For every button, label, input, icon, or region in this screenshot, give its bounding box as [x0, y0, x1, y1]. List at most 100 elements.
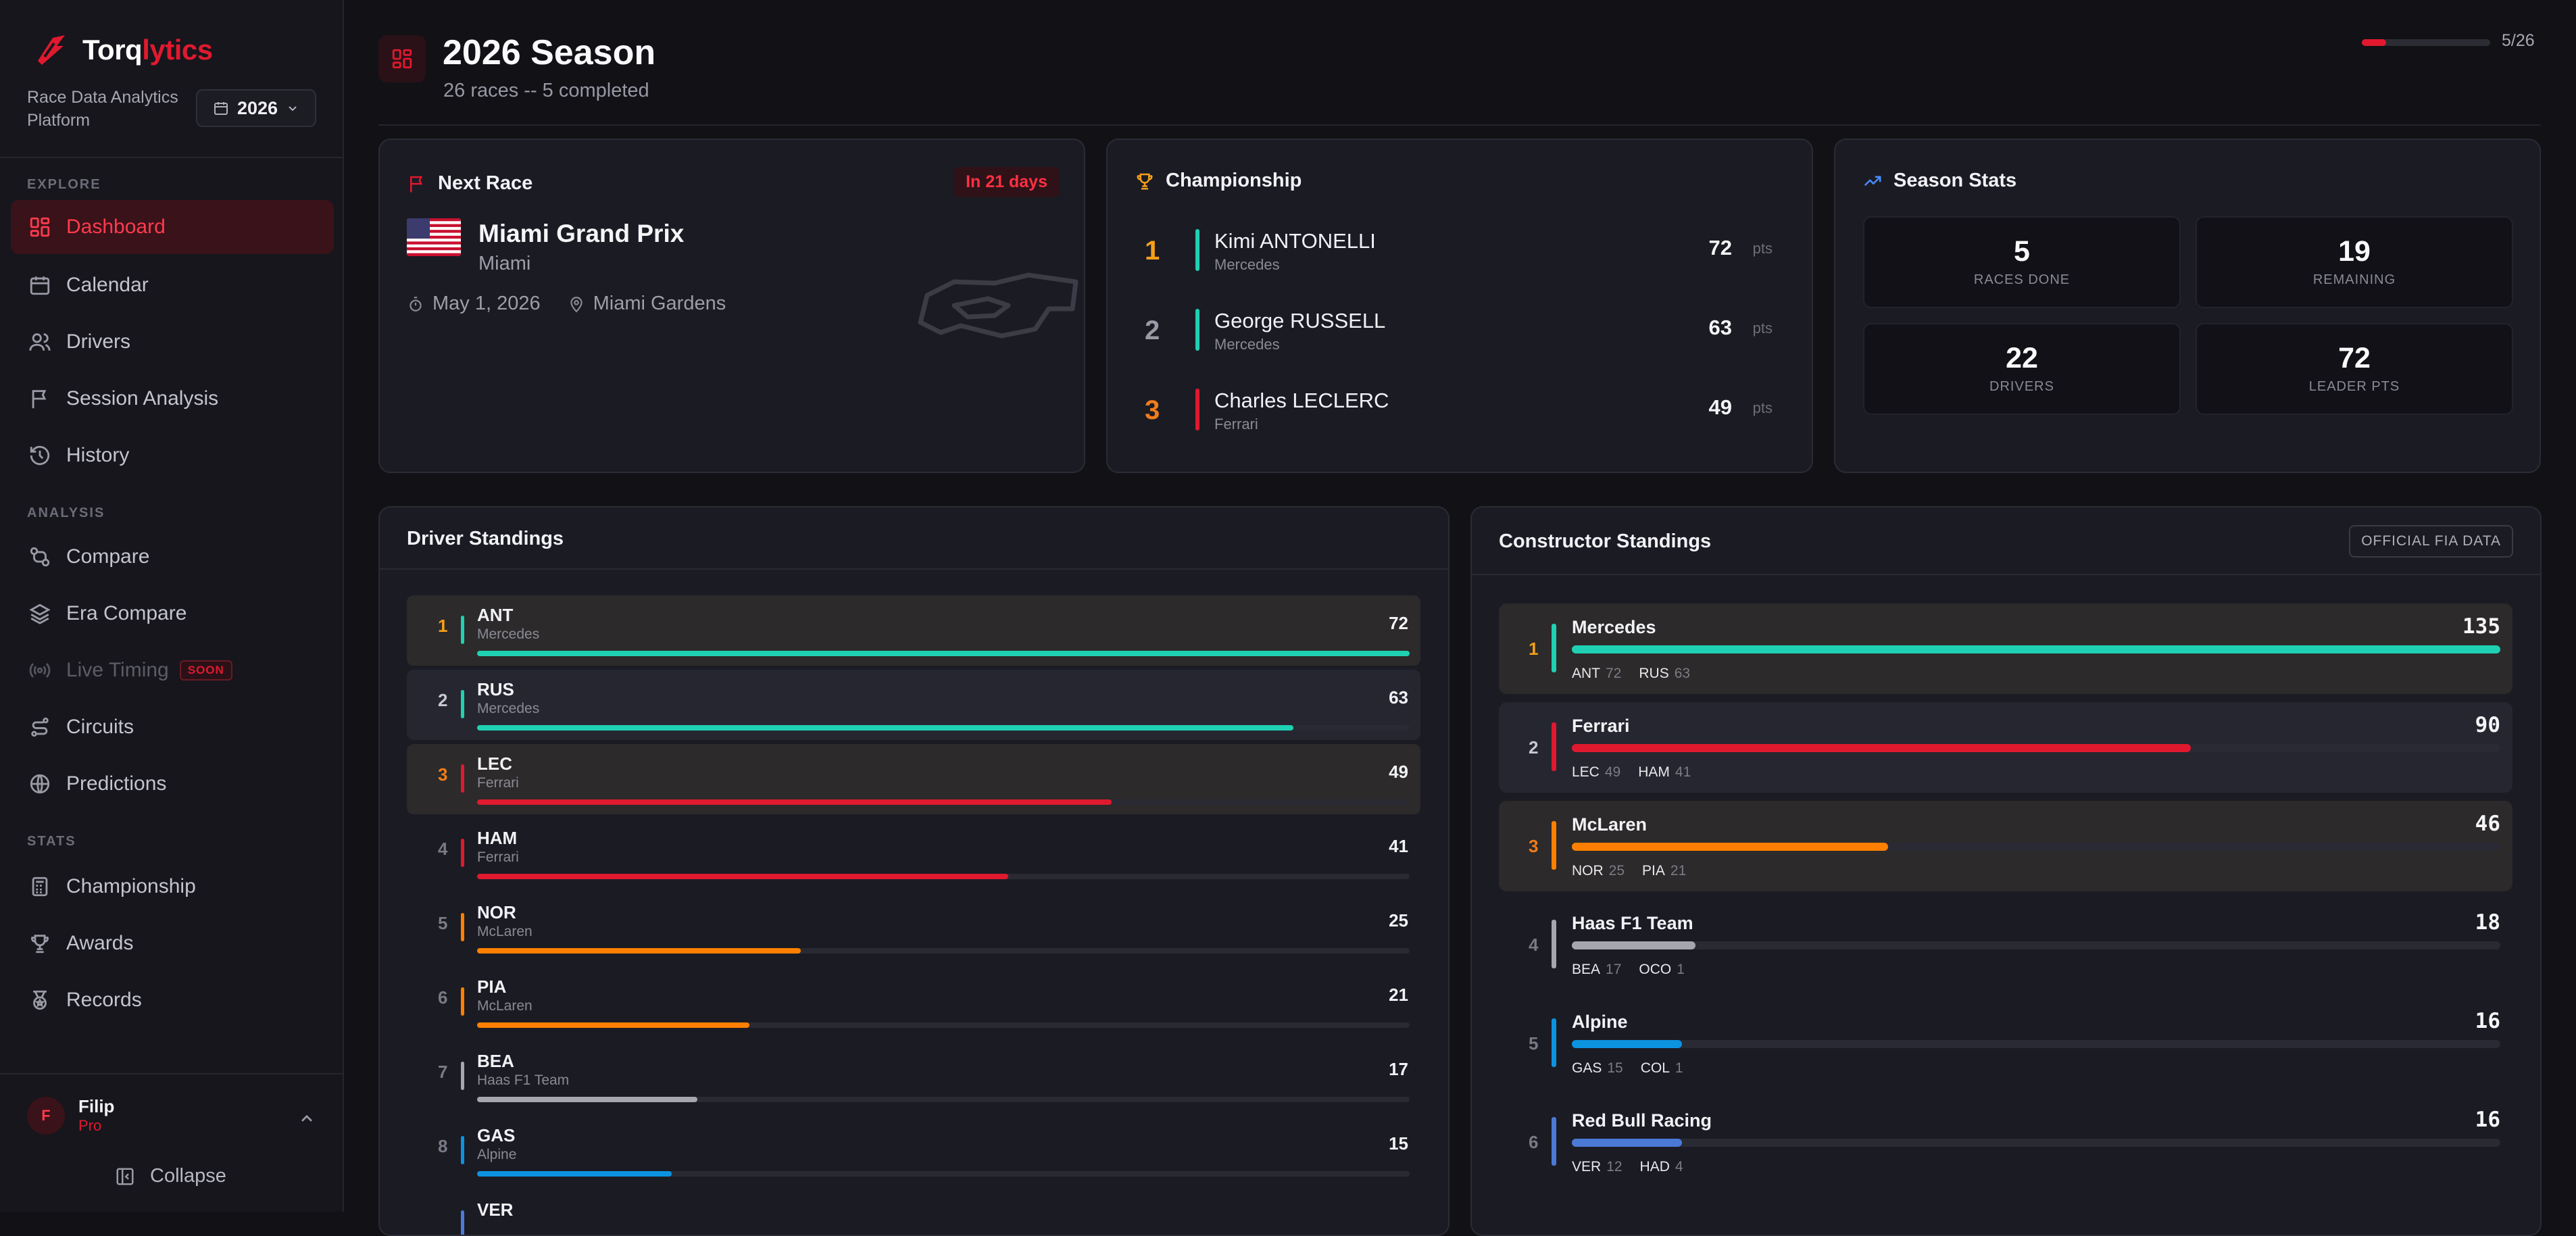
championship-card[interactable]: Championship 1 Kimi ANTONELLI Mercedes 72 pt…: [1106, 139, 1813, 473]
user-info: Filip Pro: [65, 1096, 114, 1135]
team-name: Mercedes: [1214, 256, 1280, 273]
driver-standings-row[interactable]: 1 ANT Mercedes 72: [407, 595, 1420, 666]
driver-code: LEC: [477, 753, 512, 774]
nav-item-drivers[interactable]: Drivers: [11, 315, 334, 369]
constructor-name: Red Bull Racing: [1572, 1110, 1712, 1131]
nav-item-calendar[interactable]: Calendar: [11, 258, 334, 312]
nav-item-awards[interactable]: Awards: [11, 916, 334, 970]
race-date: May 1, 2026: [432, 293, 541, 314]
driver-standings-row[interactable]: VER: [407, 1190, 1420, 1235]
driver-position: 4: [438, 839, 448, 859]
brand-logo[interactable]: Torqlytics: [32, 31, 213, 69]
points-bar-fill: [1572, 941, 1696, 949]
nav-item-dashboard[interactable]: Dashboard: [11, 200, 334, 254]
nav-item-history[interactable]: History: [11, 428, 334, 483]
nav-item-records[interactable]: Records: [11, 973, 334, 1027]
driver-standings-row[interactable]: 2 RUS Mercedes 63: [407, 670, 1420, 740]
team-name: McLaren: [477, 998, 532, 1014]
driver-standings-row[interactable]: 6 PIA McLaren 21: [407, 967, 1420, 1037]
nav-item-championship[interactable]: Championship: [11, 860, 334, 914]
constructor-standings-row[interactable]: 1 Mercedes 135 ANT 72 RUS 63: [1499, 603, 2512, 694]
chevron-up-icon[interactable]: [297, 1110, 316, 1129]
driver-points: 17: [1606, 962, 1622, 977]
stat-value: 72: [2338, 342, 2371, 374]
constructor-standings-row[interactable]: 2 Ferrari 90 LEC 49 HAM 41: [1499, 702, 2512, 793]
nav-item-live-timing[interactable]: Live Timing SOON: [11, 643, 334, 697]
nav-label: Predictions: [66, 772, 167, 795]
driver-standings-row[interactable]: 7 BEA Haas F1 Team 17: [407, 1041, 1420, 1112]
constructor-position: 2: [1529, 737, 1539, 758]
points-bar-fill: [1572, 1139, 1682, 1147]
constructor-standings-row[interactable]: 5 Alpine 16 GAS 15 COL 1: [1499, 998, 2512, 1089]
points-bar-fill: [477, 799, 1112, 805]
driver-standings-row[interactable]: 5 NOR McLaren 25: [407, 893, 1420, 963]
driver-points: 21: [1389, 985, 1408, 1005]
nav-item-session-analysis[interactable]: Session Analysis: [11, 372, 334, 426]
user-menu[interactable]: F Filip Pro: [27, 1096, 114, 1135]
stat-value: 22: [2006, 342, 2038, 374]
brand-name: Torqlytics: [82, 34, 213, 66]
constructor-standings-row[interactable]: 3 McLaren 46 NOR 25 PIA 21: [1499, 801, 2512, 891]
season-year-select[interactable]: 2026: [196, 89, 316, 127]
driver-points: 49: [1389, 762, 1408, 782]
nav-item-predictions[interactable]: Predictions: [11, 757, 334, 811]
calendar-icon: [30, 276, 50, 295]
driver-code: PIA: [477, 977, 507, 997]
team-name: Haas F1 Team: [477, 1072, 570, 1088]
constructor-drivers: ANT 72 RUS 63: [1572, 666, 1690, 682]
driver-code: BEA: [1572, 962, 1601, 977]
race-city: Miami: [478, 253, 531, 274]
driver-name: Kimi ANTONELLI: [1214, 229, 1376, 253]
nav-item-compare[interactable]: Compare: [11, 530, 334, 584]
nav-label: Records: [66, 989, 142, 1011]
team-name: Alpine: [477, 1147, 517, 1162]
team-color-bar: [461, 1136, 464, 1164]
constructor-driver: PIA 21: [1642, 863, 1686, 879]
driver-standings-row[interactable]: 8 GAS Alpine 15: [407, 1116, 1420, 1186]
stat-label: LEADER PTS: [2308, 379, 2400, 394]
users-icon: [29, 333, 51, 351]
driver-position: 1: [438, 616, 448, 636]
stat-value: 19: [2338, 235, 2371, 268]
points-bar: [477, 651, 1410, 656]
driver-position: 6: [438, 987, 448, 1008]
nav-item-circuits[interactable]: Circuits: [11, 700, 334, 754]
driver-code: PIA: [1642, 863, 1665, 879]
driver-standings-row[interactable]: 3 LEC Ferrari 49: [407, 744, 1420, 814]
history-icon: [30, 445, 50, 466]
card-title-text: Season Stats: [1893, 170, 2017, 191]
sidebar-divider: [0, 1073, 343, 1074]
stat-label: RACES DONE: [1973, 272, 2071, 287]
nav-label: History: [66, 444, 130, 466]
constructor-driver: ANT 72: [1572, 666, 1621, 682]
driver-points: 17: [1389, 1059, 1408, 1079]
constructor-standings-card: Constructor Standings OFFICIAL FIA DATA …: [1470, 506, 2542, 1236]
constructor-points: 18: [2475, 910, 2500, 935]
nav-item-era-compare[interactable]: Era Compare: [11, 587, 334, 641]
chevron-down-icon: [289, 106, 297, 112]
driver-code: HAD: [1639, 1159, 1670, 1175]
driver-points: 63: [1708, 316, 1732, 339]
stopwatch-icon: [410, 296, 422, 312]
driver-standings-row[interactable]: 4 HAM Ferrari 41: [407, 818, 1420, 889]
collapse-sidebar-button[interactable]: Collapse: [115, 1165, 226, 1187]
grid-icon: [30, 217, 50, 237]
championship-position: 1: [1145, 236, 1160, 266]
team-name: Ferrari: [1214, 416, 1258, 432]
constructor-driver: BEA 17: [1572, 962, 1621, 978]
driver-points: 72: [1389, 613, 1408, 633]
constructor-standings-row[interactable]: 6 Red Bull Racing 16 VER 12 HAD 4: [1499, 1097, 2512, 1187]
driver-points: 21: [1670, 863, 1687, 879]
team-color-bar: [1552, 821, 1556, 870]
constructor-standings-row[interactable]: 4 Haas F1 Team 18 BEA 17 OCO 1: [1499, 899, 2512, 990]
sidebar: Torqlytics Race Data Analytics Platform …: [0, 0, 344, 1212]
stat-label: REMAINING: [2312, 272, 2396, 287]
championship-row[interactable]: 2 George RUSSELL Mercedes 63 pts: [1108, 297, 1810, 364]
trending-up-icon: [1864, 176, 1881, 186]
season-icon: [378, 35, 426, 82]
nav-label: Calendar: [66, 274, 149, 296]
flag-icon: [32, 390, 47, 409]
championship-row[interactable]: 3 Charles LECLERC Ferrari 49 pts: [1108, 376, 1810, 444]
next-race-card[interactable]: Next Race In 21 days Miami Grand Prix Mi…: [378, 139, 1085, 473]
championship-row[interactable]: 1 Kimi ANTONELLI Mercedes 72 pts: [1108, 217, 1810, 285]
